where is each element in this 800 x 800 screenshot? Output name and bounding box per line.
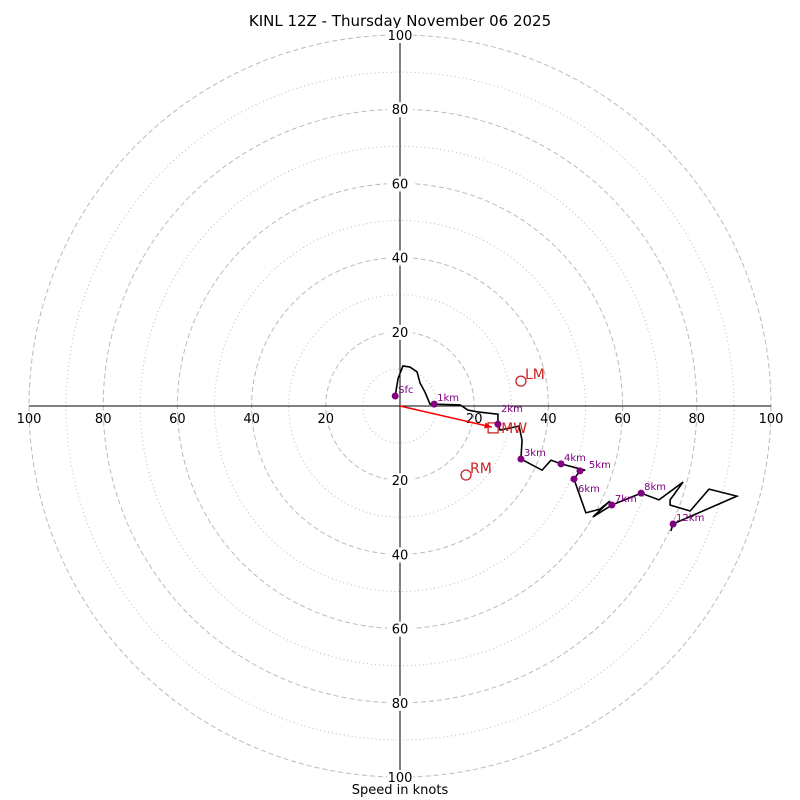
tick-label-background <box>387 473 413 489</box>
tick-label-background <box>387 547 413 563</box>
x-tick-label: 60 <box>614 412 631 427</box>
storm-motion-label: RM <box>470 461 492 477</box>
x-tick-label: 100 <box>759 412 784 427</box>
x-tick-label: 40 <box>243 412 260 427</box>
y-tick-label: 40 <box>392 252 409 267</box>
storm-motion-label: MW <box>501 421 527 437</box>
height-marker <box>517 455 525 463</box>
height-marker <box>608 501 616 509</box>
tick-label-background <box>387 102 413 118</box>
y-tick-label: 40 <box>392 548 409 563</box>
y-tick-label: 100 <box>388 771 413 786</box>
height-marker <box>669 520 677 528</box>
height-marker-label: 7km <box>615 494 637 505</box>
height-marker-label: 6km <box>578 484 600 495</box>
x-tick-label: 80 <box>689 412 706 427</box>
height-marker <box>637 489 645 497</box>
mean-wind-arrow <box>399 405 493 428</box>
x-tick-label: 20 <box>318 412 335 427</box>
tick-label-background <box>387 770 413 785</box>
storm-motion-label: LM <box>525 367 545 383</box>
height-marker-label: 12km <box>676 513 704 524</box>
height-marker-label: Sfc <box>398 385 413 396</box>
tick-label-background <box>387 250 413 266</box>
height-marker <box>494 420 502 428</box>
height-marker <box>430 400 438 408</box>
storm-motion-marker-mw <box>487 422 499 434</box>
x-axis-label: Speed in knots <box>351 783 449 798</box>
y-tick-label: 80 <box>392 697 409 712</box>
tick-label-background <box>387 621 413 637</box>
tick-label-background <box>387 176 413 192</box>
height-marker-label: 4km <box>564 453 586 464</box>
y-tick-label: 20 <box>392 474 409 489</box>
storm-motion-marker-lm <box>515 375 527 387</box>
height-marker-label: 8km <box>644 482 666 493</box>
x-tick-label: 100 <box>17 412 42 427</box>
y-tick-label: 100 <box>388 29 413 44</box>
y-tick-label: 60 <box>392 177 409 192</box>
y-tick-label: 60 <box>392 623 409 638</box>
x-tick-label: 40 <box>540 412 557 427</box>
y-tick-label: 80 <box>392 103 409 118</box>
height-marker-label: 2km <box>501 404 523 415</box>
height-marker <box>576 467 584 475</box>
height-marker-label: 1km <box>437 393 459 404</box>
y-tick-label: 20 <box>392 326 409 341</box>
tick-label-background <box>387 324 413 340</box>
x-tick-label: 80 <box>95 412 112 427</box>
chart-title: KINL 12Z - Thursday November 06 2025 <box>248 12 552 30</box>
hodograph-trace <box>394 365 740 532</box>
tick-label-background <box>387 28 413 43</box>
height-marker <box>557 460 565 468</box>
height-marker-label: 3km <box>524 448 546 459</box>
height-marker <box>391 392 399 400</box>
height-marker <box>570 475 578 483</box>
height-marker-label: 5km <box>589 460 611 471</box>
x-tick-label: 60 <box>169 412 186 427</box>
storm-motion-marker-rm <box>460 469 472 481</box>
tick-label-background <box>387 695 413 711</box>
